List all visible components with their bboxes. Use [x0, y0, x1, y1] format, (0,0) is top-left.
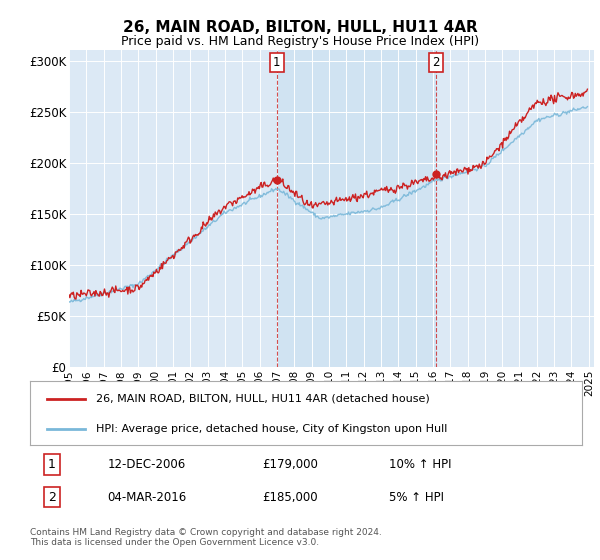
Text: £179,000: £179,000	[262, 458, 318, 471]
Text: Price paid vs. HM Land Registry's House Price Index (HPI): Price paid vs. HM Land Registry's House …	[121, 35, 479, 48]
Text: 26, MAIN ROAD, BILTON, HULL, HU11 4AR (detached house): 26, MAIN ROAD, BILTON, HULL, HU11 4AR (d…	[96, 394, 430, 404]
Text: 04-MAR-2016: 04-MAR-2016	[107, 491, 187, 503]
Text: 1: 1	[48, 458, 56, 471]
Text: £185,000: £185,000	[262, 491, 317, 503]
Text: 26, MAIN ROAD, BILTON, HULL, HU11 4AR: 26, MAIN ROAD, BILTON, HULL, HU11 4AR	[122, 20, 478, 35]
Text: 12-DEC-2006: 12-DEC-2006	[107, 458, 185, 471]
Text: 2: 2	[432, 56, 440, 69]
Text: 5% ↑ HPI: 5% ↑ HPI	[389, 491, 444, 503]
Text: 1: 1	[273, 56, 281, 69]
Text: 10% ↑ HPI: 10% ↑ HPI	[389, 458, 451, 471]
Bar	[277, 50, 436, 367]
Text: HPI: Average price, detached house, City of Kingston upon Hull: HPI: Average price, detached house, City…	[96, 424, 448, 434]
Text: 2: 2	[48, 491, 56, 503]
Text: Contains HM Land Registry data © Crown copyright and database right 2024.
This d: Contains HM Land Registry data © Crown c…	[30, 528, 382, 547]
